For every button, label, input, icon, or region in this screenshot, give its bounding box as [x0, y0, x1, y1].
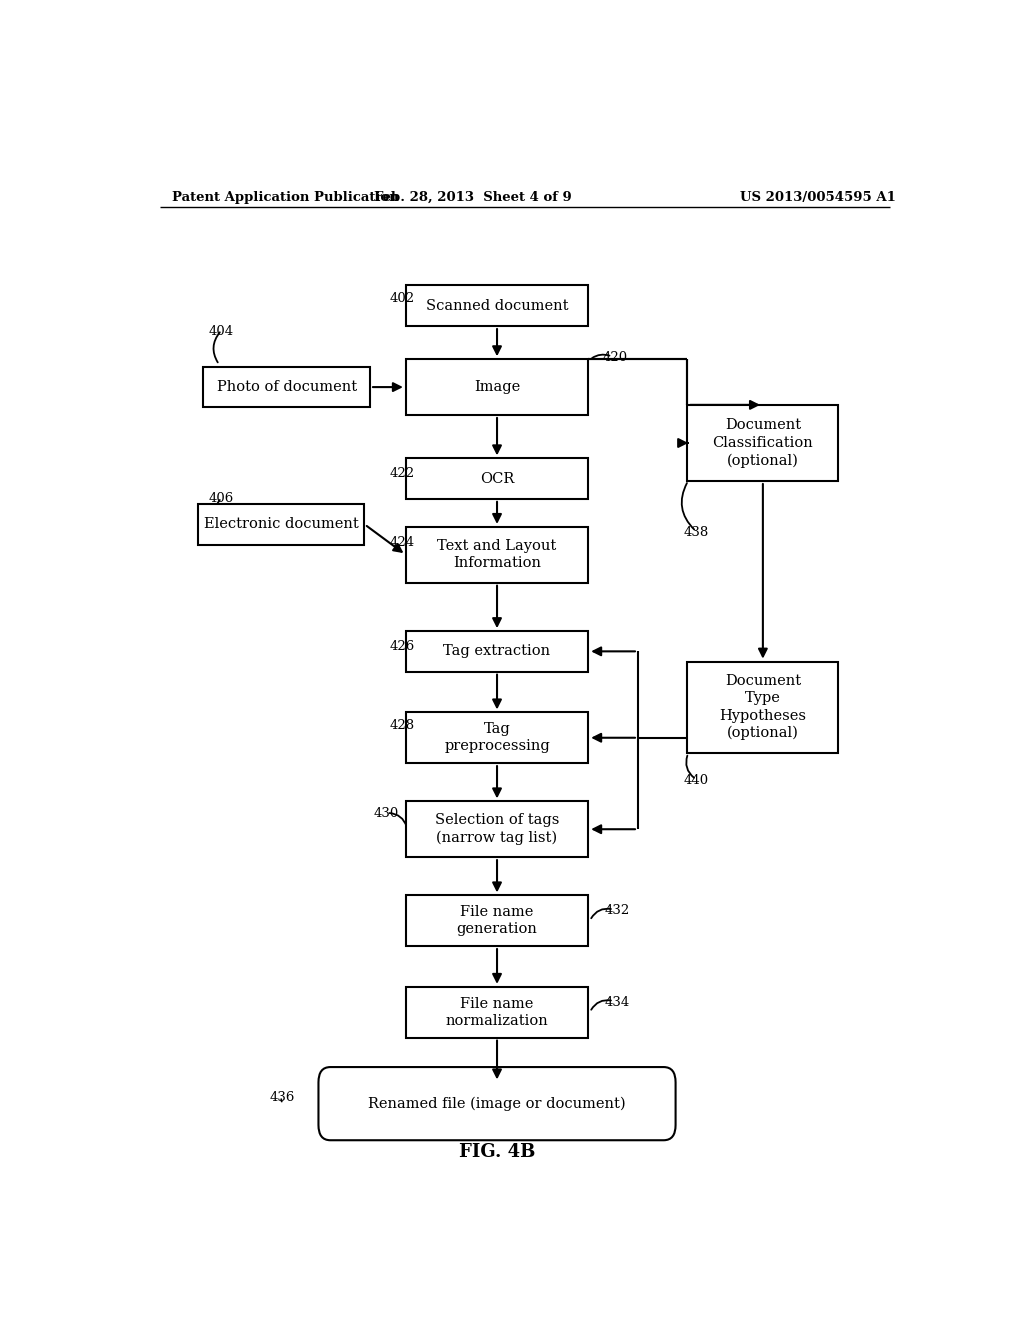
Text: FIG. 4B: FIG. 4B: [459, 1143, 536, 1162]
Text: File name
generation: File name generation: [457, 906, 538, 936]
Text: Selection of tags
(narrow tag list): Selection of tags (narrow tag list): [435, 813, 559, 845]
Text: 428: 428: [390, 719, 415, 733]
Text: 426: 426: [390, 640, 415, 653]
Text: Tag extraction: Tag extraction: [443, 644, 551, 659]
FancyBboxPatch shape: [406, 801, 588, 857]
Text: Tag
preprocessing: Tag preprocessing: [444, 722, 550, 754]
Text: US 2013/0054595 A1: US 2013/0054595 A1: [740, 190, 896, 203]
Text: 430: 430: [374, 808, 399, 821]
FancyBboxPatch shape: [406, 359, 588, 414]
FancyBboxPatch shape: [406, 987, 588, 1038]
FancyBboxPatch shape: [198, 504, 365, 545]
Text: Text and Layout
Information: Text and Layout Information: [437, 539, 557, 570]
Text: 402: 402: [390, 292, 415, 305]
Text: Photo of document: Photo of document: [217, 380, 356, 395]
Text: 438: 438: [684, 525, 709, 539]
Text: 436: 436: [269, 1092, 295, 1104]
FancyBboxPatch shape: [406, 631, 588, 672]
FancyBboxPatch shape: [687, 661, 839, 752]
FancyBboxPatch shape: [406, 895, 588, 946]
FancyBboxPatch shape: [406, 527, 588, 582]
Text: Document
Classification
(optional): Document Classification (optional): [713, 418, 813, 467]
Text: 422: 422: [390, 467, 415, 480]
Text: Document
Type
Hypotheses
(optional): Document Type Hypotheses (optional): [720, 675, 806, 741]
Text: Electronic document: Electronic document: [204, 517, 358, 532]
FancyBboxPatch shape: [318, 1067, 676, 1140]
Text: Renamed file (image or document): Renamed file (image or document): [369, 1097, 626, 1111]
Text: 424: 424: [390, 536, 415, 549]
Text: 404: 404: [209, 325, 234, 338]
Text: Patent Application Publication: Patent Application Publication: [172, 190, 398, 203]
Text: 406: 406: [209, 492, 234, 506]
FancyBboxPatch shape: [406, 285, 588, 326]
FancyBboxPatch shape: [406, 458, 588, 499]
Text: 420: 420: [602, 351, 628, 364]
Text: OCR: OCR: [480, 471, 514, 486]
FancyBboxPatch shape: [406, 713, 588, 763]
Text: 432: 432: [604, 904, 630, 917]
Text: 440: 440: [684, 774, 709, 787]
Text: 434: 434: [604, 995, 630, 1008]
Text: File name
normalization: File name normalization: [445, 997, 549, 1028]
Text: Feb. 28, 2013  Sheet 4 of 9: Feb. 28, 2013 Sheet 4 of 9: [375, 190, 572, 203]
Text: Scanned document: Scanned document: [426, 298, 568, 313]
FancyBboxPatch shape: [204, 367, 370, 408]
Text: Image: Image: [474, 380, 520, 395]
FancyBboxPatch shape: [687, 405, 839, 480]
